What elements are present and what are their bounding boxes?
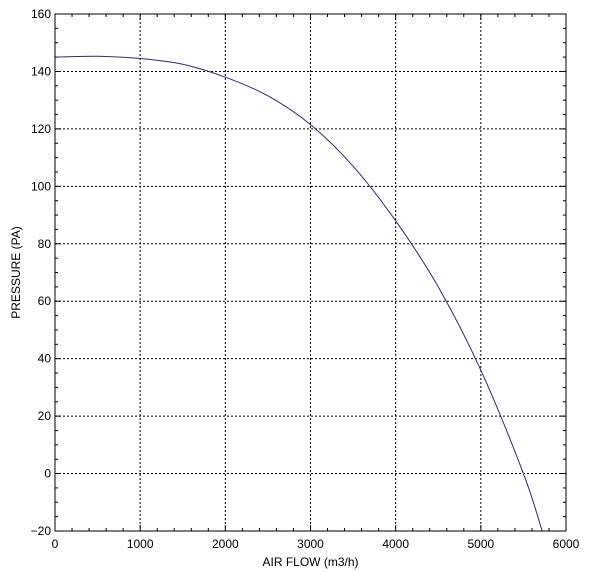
x-axis-title: AIR FLOW (m3/h) [262, 555, 358, 569]
y-axis-title: PRESSURE (PA) [9, 226, 23, 318]
plot-frame [54, 13, 567, 532]
y-tick-label-6: 100 [31, 179, 51, 193]
grid-lines [55, 14, 566, 531]
x-tick-labels: 0 1000 2000 3000 4000 5000 6000 [52, 537, 580, 551]
x-tick-label-0: 0 [52, 537, 59, 551]
series-group [54, 55, 543, 532]
y-tick-label-7: 120 [31, 122, 51, 136]
x-tick-label-4: 4000 [382, 537, 409, 551]
y-tick-label-0: −20 [31, 524, 52, 538]
x-tick-label-6: 6000 [553, 537, 580, 551]
y-tick-label-4: 60 [38, 294, 52, 308]
x-tick-label-2: 2000 [212, 537, 239, 551]
y-tick-label-8: 140 [31, 64, 51, 78]
series-line-0 [54, 55, 543, 532]
y-tick-labels: −20 0 20 40 60 80 100 120 140 160 [31, 7, 52, 538]
y-tick-label-1: 0 [44, 467, 51, 481]
x-tick-label-5: 5000 [467, 537, 494, 551]
y-tick-label-5: 80 [38, 237, 52, 251]
y-tick-label-9: 160 [31, 7, 51, 21]
y-tick-label-3: 40 [38, 352, 52, 366]
x-tick-label-3: 3000 [297, 537, 324, 551]
y-tick-label-2: 20 [38, 409, 52, 423]
x-tick-label-1: 1000 [127, 537, 154, 551]
